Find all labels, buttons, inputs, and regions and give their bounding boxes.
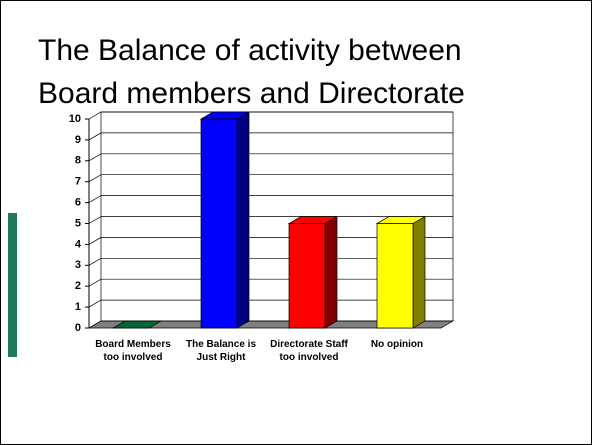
y-tick-label: 2 (75, 280, 81, 292)
x-tick-label: Board Members too involved (95, 339, 171, 363)
accent-bar (8, 213, 17, 357)
x-tick-label: No opinion (370, 339, 424, 350)
y-tick-label: 4 (75, 238, 82, 250)
y-tick-label: 3 (75, 259, 81, 271)
y-tick-label: 10 (69, 113, 81, 125)
bar (375, 215, 427, 329)
bar (111, 320, 163, 329)
x-tick-label: Directorate Staff too involved (270, 339, 348, 363)
bar-side (236, 111, 250, 329)
y-tick-label: 6 (75, 197, 81, 209)
chart-title: The Balance of activity between Board me… (38, 34, 465, 110)
y-tick-label: 7 (75, 176, 81, 188)
grid-line (88, 174, 453, 183)
grid-line (88, 153, 453, 162)
bar (199, 111, 251, 329)
x-tick-label: The Balance is Just Right (185, 339, 257, 363)
bar-front (288, 223, 326, 329)
bar-front (376, 223, 414, 329)
y-tick-label: 1 (75, 301, 81, 313)
bar-side (324, 215, 338, 329)
y-tick-label: 8 (75, 155, 81, 167)
bar (287, 215, 339, 329)
grid-line (88, 195, 453, 203)
grid-line (88, 111, 453, 120)
bar-side (412, 215, 426, 329)
bar-front (200, 118, 238, 329)
y-tick-label: 5 (75, 217, 81, 229)
grid-line (88, 132, 453, 141)
y-tick-label: 9 (75, 134, 81, 146)
bar-top (111, 320, 163, 329)
y-tick-label: 0 (75, 322, 81, 334)
